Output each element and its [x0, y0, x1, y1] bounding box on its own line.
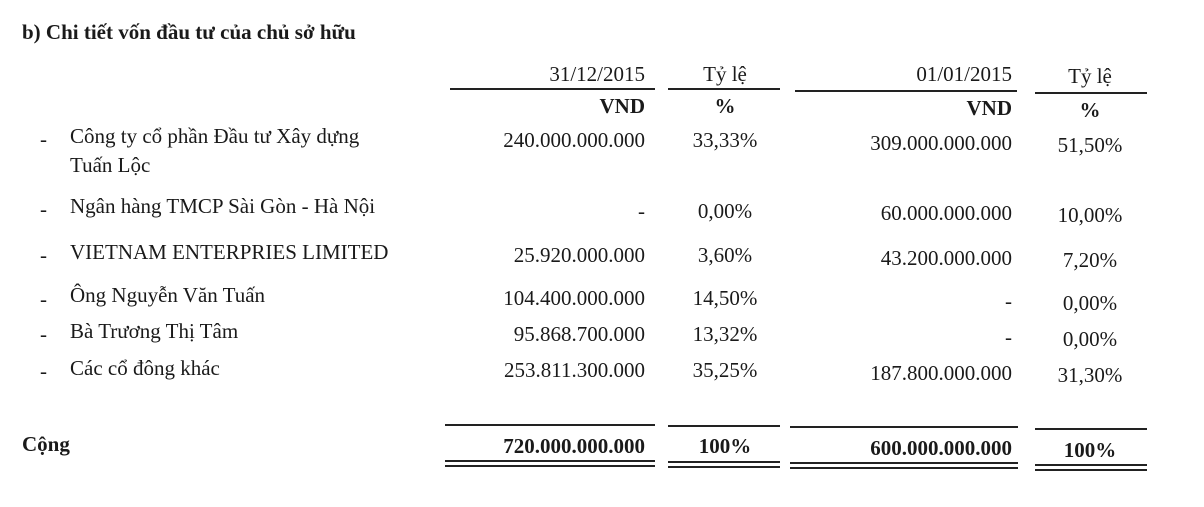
total-value-1: 720.000.000.000 [503, 434, 645, 458]
row-value-2: 43.200.000.000 [880, 246, 1012, 270]
row-value-1: 104.400.000.000 [503, 286, 645, 310]
row-ratio-1: 14,50% [692, 286, 758, 310]
row-value-2: 187.800.000.000 [870, 361, 1012, 385]
row-ratio-2: 7,20% [1062, 248, 1118, 272]
row-bullet: - [40, 359, 47, 383]
total-double-rule-4b [1035, 469, 1147, 471]
section-title: b) Chi tiết vốn đầu tư của chủ sở hữu [22, 20, 356, 44]
header-date-1: 31/12/2015 [549, 62, 645, 86]
total-rule-top-3 [790, 426, 1018, 428]
row-bullet: - [40, 127, 47, 151]
row-value-2: - [1005, 325, 1012, 349]
row-value-1: - [638, 199, 645, 223]
header-ratio-1: Tỷ lệ [703, 62, 747, 86]
total-label: Cộng [22, 432, 70, 456]
header-rule-4 [1035, 92, 1147, 94]
row-bullet: - [40, 287, 47, 311]
unit-vnd-1: VND [599, 94, 646, 118]
header-rule-3 [795, 90, 1017, 92]
total-double-rule-4a [1035, 464, 1147, 466]
row-label-continued: Tuấn Lộc [70, 153, 151, 177]
header-rule-2 [668, 88, 780, 90]
total-value-2: 600.000.000.000 [870, 436, 1012, 460]
row-value-2: 60.000.000.000 [880, 201, 1012, 225]
total-double-rule-1a [445, 460, 655, 462]
total-double-rule-3a [790, 462, 1018, 464]
row-ratio-1: 0,00% [697, 199, 753, 223]
total-ratio-1: 100% [698, 434, 752, 458]
row-label: Các cổ đông khác [70, 356, 220, 380]
row-ratio-1: 3,60% [697, 243, 753, 267]
total-rule-top-4 [1035, 428, 1147, 430]
row-label: Bà Trương Thị Tâm [70, 319, 239, 343]
row-ratio-1: 13,32% [692, 322, 758, 346]
total-double-rule-2a [668, 461, 780, 463]
row-bullet: - [40, 197, 47, 221]
total-double-rule-1b [445, 465, 655, 467]
row-value-1: 25.920.000.000 [513, 243, 645, 267]
row-ratio-2: 10,00% [1057, 203, 1123, 227]
unit-vnd-2: VND [966, 96, 1013, 120]
total-rule-top-2 [668, 425, 780, 427]
row-bullet: - [40, 243, 47, 267]
row-ratio-2: 31,30% [1057, 363, 1123, 387]
header-date-2: 01/01/2015 [916, 62, 1012, 86]
row-value-1: 253.811.300.000 [504, 358, 645, 382]
total-rule-top-1 [445, 424, 655, 426]
row-label: Ông Nguyễn Văn Tuấn [70, 283, 266, 307]
header-rule-1 [450, 88, 655, 90]
header-ratio-2: Tỷ lệ [1068, 64, 1112, 88]
row-ratio-1: 33,33% [692, 128, 758, 152]
row-value-2: 309.000.000.000 [870, 131, 1012, 155]
row-label: Công ty cổ phần Đầu tư Xây dựng [70, 124, 360, 148]
row-ratio-2: 0,00% [1062, 291, 1118, 315]
total-double-rule-2b [668, 466, 780, 468]
row-bullet: - [40, 322, 47, 346]
row-ratio-1: 35,25% [692, 358, 758, 382]
row-label: Ngân hàng TMCP Sài Gòn - Hà Nội [70, 194, 376, 218]
total-double-rule-3b [790, 467, 1018, 469]
row-ratio-2: 51,50% [1057, 133, 1123, 157]
row-ratio-2: 0,00% [1062, 327, 1118, 351]
unit-pct-2: % [1079, 98, 1101, 122]
total-ratio-2: 100% [1063, 438, 1117, 462]
row-value-1: 95.868.700.000 [513, 322, 645, 346]
unit-pct-1: % [714, 94, 736, 118]
row-value-1: 240.000.000.000 [503, 128, 645, 152]
row-label: VIETNAM ENTERPRIES LIMITED [70, 240, 389, 264]
row-value-2: - [1005, 289, 1012, 313]
